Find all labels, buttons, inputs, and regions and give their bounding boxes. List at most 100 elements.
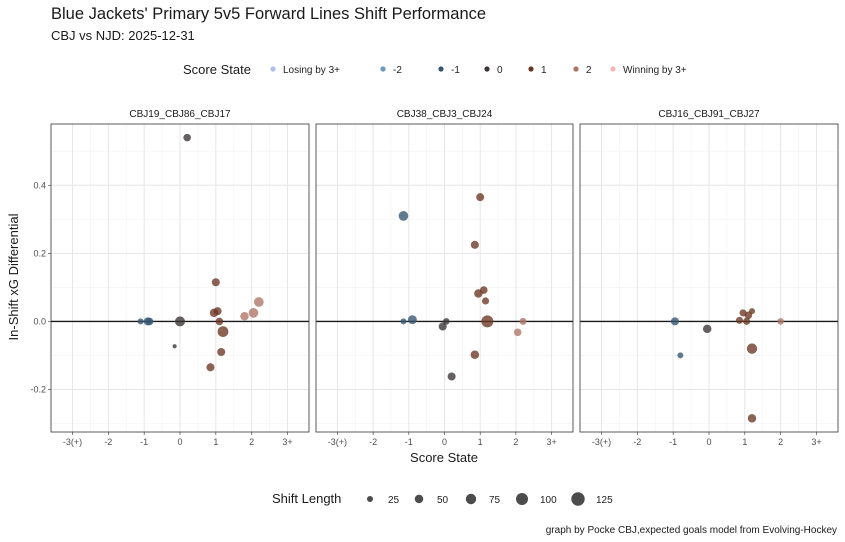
data-point bbox=[217, 326, 229, 337]
x-tick-label: 1 bbox=[213, 437, 218, 447]
color-legend-label-4: 1 bbox=[541, 65, 547, 76]
x-tick-label: 2 bbox=[778, 437, 783, 447]
size-legend-title: Shift Length bbox=[272, 491, 341, 506]
data-point bbox=[746, 343, 758, 354]
x-tick-label: -1 bbox=[140, 437, 148, 447]
facet-panel-2: CBJ16_CBJ91_CBJ27 -3(+) -2 -1 0 1 2 3+ bbox=[579, 109, 839, 447]
x-axis-label: Score State bbox=[410, 450, 478, 465]
x-tick-label: -2 bbox=[104, 437, 112, 447]
data-point bbox=[253, 297, 264, 307]
data-point bbox=[702, 324, 712, 334]
x-tick-label: -3(+) bbox=[328, 437, 347, 447]
color-legend-key-5 bbox=[573, 66, 579, 72]
size-legend-key-4 bbox=[571, 492, 585, 506]
data-point bbox=[481, 315, 494, 328]
data-point bbox=[172, 344, 177, 349]
facet-panels: CBJ19_CBJ86_CBJ17-3(+) -2 -1 0 1 2 3+CBJ38_CBJ… bbox=[50, 109, 839, 447]
y-tick-label: -0.2 bbox=[30, 384, 46, 394]
x-tick-label: -2 bbox=[369, 437, 377, 447]
data-point bbox=[743, 317, 751, 325]
x-tick-label: 0 bbox=[706, 437, 711, 447]
data-point bbox=[398, 211, 409, 221]
x-tick-label: 0 bbox=[177, 437, 182, 447]
x-tick-label: -2 bbox=[633, 437, 641, 447]
x-tick-label: 1 bbox=[478, 437, 483, 447]
x-tick-label: 0 bbox=[442, 437, 447, 447]
color-legend-label-2: -1 bbox=[451, 65, 460, 76]
data-point bbox=[442, 318, 450, 325]
data-point bbox=[479, 286, 488, 294]
color-legend-key-1 bbox=[380, 66, 386, 72]
size-legend: Shift Length 25 50 75 100 125 bbox=[272, 491, 613, 506]
y-tick-label: 0.4 bbox=[33, 180, 46, 190]
size-legend-label-3: 100 bbox=[540, 495, 557, 506]
facet-strip-label: CBJ19_CBJ86_CBJ17 bbox=[129, 109, 231, 120]
data-point bbox=[174, 316, 186, 327]
data-point bbox=[777, 318, 784, 325]
data-point bbox=[481, 297, 490, 305]
data-point bbox=[211, 278, 220, 287]
size-legend-key-1 bbox=[414, 494, 424, 504]
color-legend-key-0 bbox=[270, 66, 276, 72]
x-tick-label: -1 bbox=[405, 437, 413, 447]
x-tick-label: -3(+) bbox=[63, 437, 82, 447]
size-legend-key-0 bbox=[366, 495, 374, 503]
data-point bbox=[137, 318, 144, 325]
data-point bbox=[248, 308, 259, 318]
data-point bbox=[470, 350, 480, 359]
x-tick-label: 3+ bbox=[811, 437, 821, 447]
data-point bbox=[513, 328, 522, 337]
data-point bbox=[447, 372, 456, 381]
x-tick-label: -1 bbox=[669, 437, 677, 447]
facet-strip-label: CBJ38_CBJ3_CBJ24 bbox=[397, 109, 493, 120]
size-legend-key-2 bbox=[465, 493, 477, 505]
data-point bbox=[145, 317, 154, 326]
data-point bbox=[400, 318, 407, 325]
color-legend-label-3: 0 bbox=[497, 65, 503, 76]
color-legend-key-2 bbox=[438, 66, 444, 72]
y-axis-label: In-Shift xG Differential bbox=[6, 213, 21, 340]
data-point bbox=[470, 240, 479, 249]
x-tick-label: 1 bbox=[742, 437, 747, 447]
data-point bbox=[677, 352, 684, 359]
data-point bbox=[407, 315, 417, 325]
y-tick-label: 0.0 bbox=[33, 316, 46, 326]
x-tick-label: 3+ bbox=[282, 437, 292, 447]
color-legend-key-4 bbox=[528, 66, 534, 72]
data-point bbox=[213, 307, 222, 316]
color-legend-label-5: 2 bbox=[586, 65, 592, 76]
data-point bbox=[438, 322, 447, 331]
color-legend-title: Score State bbox=[183, 62, 251, 77]
color-legend-label-6: Winning by 3+ bbox=[623, 65, 687, 76]
x-tick-label: -3(+) bbox=[592, 437, 611, 447]
data-point bbox=[747, 414, 757, 423]
x-tick-label: 3+ bbox=[546, 437, 556, 447]
facet-panel-0: CBJ19_CBJ86_CBJ17 -3(+) -2 -1 0 1 2 3+ bbox=[50, 109, 310, 447]
size-legend-label-0: 25 bbox=[388, 495, 400, 506]
data-point bbox=[748, 308, 756, 315]
data-point bbox=[519, 317, 527, 325]
color-legend-label-0: Losing by 3+ bbox=[283, 65, 340, 76]
data-point bbox=[183, 133, 191, 142]
data-point bbox=[735, 316, 744, 324]
size-legend-label-2: 75 bbox=[489, 495, 501, 506]
facet-strip-label: CBJ16_CBJ91_CBJ27 bbox=[658, 109, 760, 120]
facet-panel-1: CBJ38_CBJ3_CBJ24 -3(+) -2 -1 0 1 2 3+ bbox=[315, 109, 574, 447]
data-point bbox=[215, 317, 224, 326]
y-tick-label: 0.2 bbox=[33, 248, 46, 258]
data-point bbox=[670, 317, 679, 326]
x-tick-label: 2 bbox=[249, 437, 254, 447]
x-tick-label: 2 bbox=[513, 437, 518, 447]
data-point bbox=[206, 363, 215, 372]
color-legend-label-1: -2 bbox=[393, 65, 402, 76]
y-axis: -0.2 0.0 0.2 0.4 bbox=[30, 180, 51, 394]
color-legend-key-3 bbox=[484, 66, 490, 72]
size-legend-key-3 bbox=[515, 492, 529, 506]
data-point bbox=[240, 312, 249, 321]
chart-subtitle: CBJ vs NJD: 2025-12-31 bbox=[51, 28, 195, 43]
color-legend: Score State Losing by 3+ -2 -1 0 1 2 Winning b… bbox=[183, 62, 687, 77]
size-legend-label-4: 125 bbox=[596, 495, 613, 506]
size-legend-label-1: 50 bbox=[437, 495, 449, 506]
color-legend-key-6 bbox=[610, 66, 616, 72]
